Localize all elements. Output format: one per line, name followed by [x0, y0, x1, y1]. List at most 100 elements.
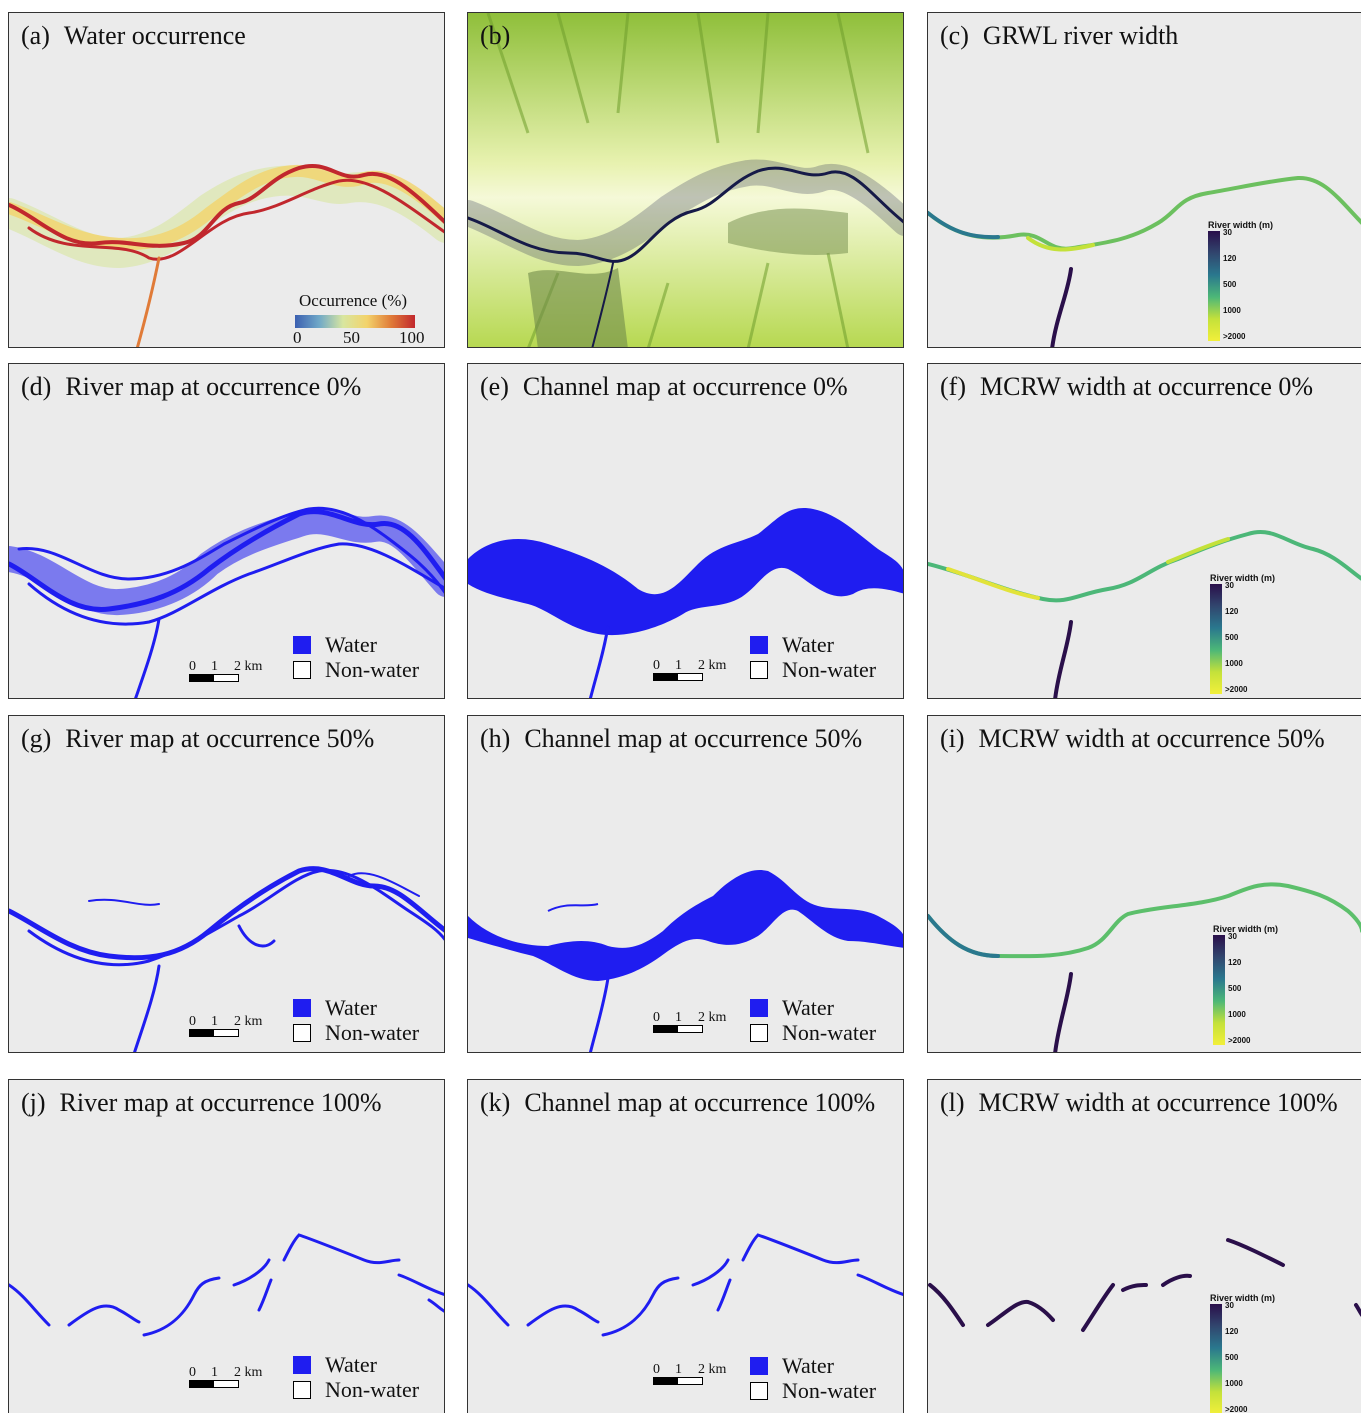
width-tick: 120	[1223, 254, 1237, 263]
panel-c-grwl-width: (c) GRWL river width River width (m) 30 1…	[927, 12, 1361, 348]
width-tick: 500	[1225, 633, 1239, 642]
width-tick: 120	[1225, 1327, 1239, 1336]
width-tributary	[1050, 267, 1073, 347]
width-fragment	[986, 1299, 1055, 1327]
water-legend-label: Water	[325, 994, 377, 1020]
channel-map	[468, 1233, 903, 1337]
width-fragment	[1226, 1238, 1285, 1267]
width-tick: 500	[1223, 280, 1237, 289]
non-water-swatch	[750, 660, 768, 679]
water-channel-fragment	[232, 1258, 271, 1287]
scale-tick: 1	[675, 1362, 682, 1377]
non-water-swatch	[293, 1380, 311, 1399]
width-tick: 500	[1225, 1353, 1239, 1362]
width-tick: 30	[1225, 581, 1234, 590]
occurrence-ticks: 0 50 100	[293, 328, 429, 347]
water-legend-label: Water	[782, 631, 834, 657]
panel-f-mcrw-width-0: (f) MCRW width at occurrence 0% River wid…	[927, 363, 1361, 699]
width-tick: >2000	[1228, 1036, 1251, 1045]
water-channel-fragment	[526, 1304, 600, 1327]
water-channel-fragment	[257, 1278, 273, 1312]
width-tick: >2000	[1223, 332, 1246, 341]
scale-tick: 2 km	[698, 1362, 727, 1377]
width-fragment	[928, 1283, 965, 1327]
panel-l-title: (l) MCRW width at occurrence 100%	[940, 1088, 1338, 1117]
non-water-legend-label: Non-water	[325, 656, 420, 682]
water-legend-label: Water	[782, 1352, 834, 1378]
panel-a-title: (a) Water occurrence	[21, 21, 246, 50]
river-width-legend: River width (m) 30 120 500 1000 >2000	[1210, 573, 1275, 694]
width-tick: >2000	[1225, 685, 1248, 694]
width-tick: 500	[1228, 984, 1242, 993]
channel-map	[468, 870, 903, 1052]
width-tick: 120	[1228, 958, 1242, 967]
occurrence-tick: 50	[343, 328, 360, 347]
scale-tick: 2 km	[698, 658, 727, 673]
water-channel-fragment	[856, 1273, 903, 1296]
panel-b-title: (b)	[480, 21, 511, 50]
water-swatch	[293, 635, 311, 654]
width-fragment	[1354, 1303, 1361, 1317]
water-channel	[9, 866, 444, 961]
channel-tributary	[588, 625, 610, 698]
width-tick: 30	[1225, 1301, 1234, 1310]
width-tick: 30	[1228, 932, 1237, 941]
water-tributary	[133, 964, 161, 1052]
water-legend-label: Water	[325, 631, 377, 657]
water-channel-fragment	[468, 1283, 510, 1327]
non-water-swatch	[293, 660, 311, 679]
water-channel-fragment	[601, 1276, 680, 1337]
water-swatch	[293, 998, 311, 1017]
river-width-color-ramp	[1210, 584, 1222, 694]
braided-channels	[468, 159, 903, 267]
vegetation-floodplain	[528, 268, 628, 347]
main-channel	[468, 166, 903, 263]
water-swatch	[750, 1356, 768, 1375]
occurrence-channel-high-2	[27, 178, 444, 261]
tributary-channel	[591, 262, 614, 347]
water-legend: Water Non-water	[750, 632, 876, 682]
water-channel	[9, 509, 444, 612]
panel-e-title: (e) Channel map at occurrence 0%	[480, 372, 848, 401]
water-channel	[27, 542, 444, 626]
channel-map	[468, 508, 903, 698]
width-tick: 1000	[1228, 1010, 1246, 1019]
width-tributary	[1053, 972, 1073, 1052]
grwl-width-map	[928, 175, 1361, 347]
width-centerline-segment	[928, 211, 1000, 240]
scale-tick: 0	[653, 658, 660, 673]
water-channel	[237, 924, 276, 948]
channel-mask	[468, 508, 903, 635]
water-channel	[27, 868, 444, 967]
scale-tick: 1	[675, 658, 682, 673]
non-water-legend-label: Non-water	[782, 1019, 877, 1045]
width-tributary	[1053, 620, 1073, 698]
river-width-legend-title: River width (m)	[1208, 220, 1274, 230]
width-centerline-segment	[946, 567, 1040, 600]
non-water-legend-label: Non-water	[325, 1376, 420, 1402]
non-water-legend-label: Non-water	[782, 1377, 877, 1403]
width-centerline-segment	[928, 914, 1000, 958]
scale-tick: 0	[653, 1010, 660, 1025]
width-centerline	[928, 882, 1361, 959]
satellite-image	[468, 13, 903, 347]
water-channel	[17, 506, 444, 594]
panel-b-satellite: (b)	[467, 12, 904, 348]
scale-tick: 1	[211, 1365, 218, 1380]
river-width-color-ramp	[1208, 231, 1220, 341]
river-map	[9, 866, 444, 1052]
water-channel-fragment	[397, 1273, 444, 1296]
river-width-legend: River width (m) 30 120 500 1000 >2000	[1210, 1293, 1275, 1413]
panel-h-title: (h) Channel map at occurrence 50%	[480, 724, 863, 753]
mcrw-width-map	[928, 530, 1361, 698]
occurrence-legend: Occurrence (%) 0 50 100	[293, 291, 429, 347]
river-width-legend: River width (m) 30 120 500 1000 >2000	[1208, 220, 1273, 341]
